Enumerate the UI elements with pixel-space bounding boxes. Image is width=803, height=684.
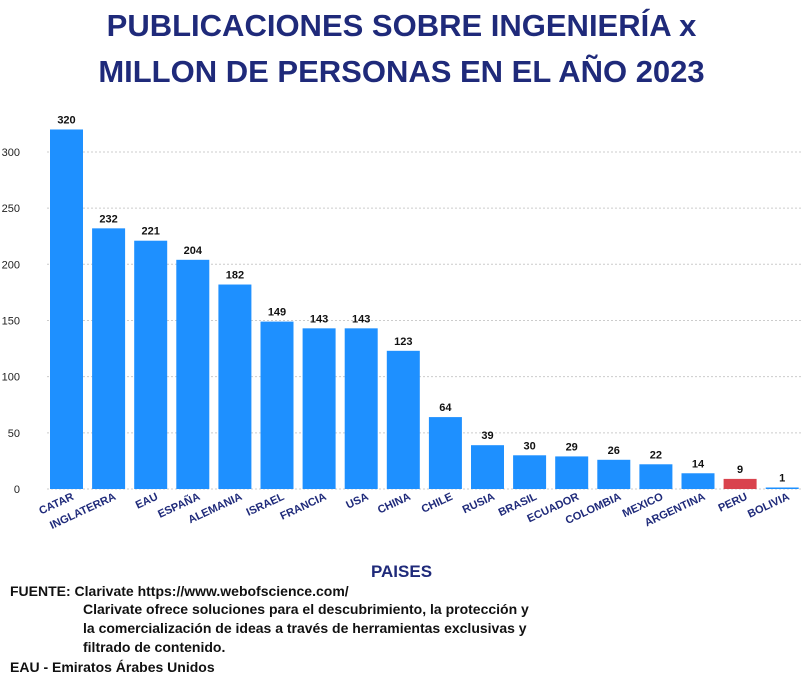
bar-value-label: 9 <box>737 464 743 476</box>
bar-value-label: 143 <box>352 313 370 325</box>
bar <box>723 478 757 489</box>
bar-value-label: 22 <box>650 449 662 461</box>
y-tick-label: 250 <box>2 203 20 215</box>
x-tick-label: PERU <box>717 491 750 515</box>
abbreviation-note: EAU - Emiratos Árabes Unidos <box>10 659 215 675</box>
x-tick-label: CHINA <box>376 491 413 517</box>
bar <box>639 464 673 489</box>
bar-value-label: 30 <box>523 440 535 452</box>
bar <box>513 455 547 489</box>
bar-value-label: 1 <box>779 473 785 485</box>
bar <box>386 350 420 489</box>
y-tick-label: 200 <box>2 259 20 271</box>
source-description-3: filtrado de contenido. <box>83 639 226 655</box>
bar <box>555 456 589 489</box>
bar-value-label: 123 <box>394 336 412 348</box>
x-tick-label: RUSIA <box>461 491 497 516</box>
bar-value-label: 39 <box>481 430 493 442</box>
bar <box>92 228 126 489</box>
bar <box>471 445 504 489</box>
bar-value-label: 29 <box>566 441 578 453</box>
x-tick-label: BOLIVIA <box>746 491 792 521</box>
bar <box>218 284 252 489</box>
x-tick-label: FRANCIA <box>278 491 328 523</box>
y-tick-label: 50 <box>8 428 20 440</box>
bar <box>260 321 294 489</box>
source-description-1: Clarivate ofrece soluciones para el desc… <box>83 601 529 617</box>
bar <box>176 259 210 489</box>
x-axis-label: PAISES <box>370 562 433 581</box>
y-tick-label: 150 <box>2 315 20 327</box>
bar-value-label: 149 <box>268 307 286 319</box>
bar <box>50 129 83 490</box>
bar <box>302 328 336 489</box>
chart-title-line-2: MILLON DE PERSONAS EN EL AÑO 2023 <box>98 54 705 89</box>
bar <box>134 240 168 489</box>
bar <box>428 417 462 489</box>
bar-value-label: 182 <box>226 270 244 282</box>
bar-value-label: 14 <box>692 458 705 470</box>
x-tick-label: EAU <box>134 491 160 512</box>
y-tick-label: 100 <box>2 372 20 384</box>
bar <box>597 459 631 489</box>
y-tick-label: 0 <box>14 484 20 496</box>
bar-value-label: 232 <box>99 213 117 225</box>
bar-value-label: 221 <box>142 226 160 238</box>
bar <box>765 487 799 489</box>
bar-value-label: 204 <box>184 245 203 257</box>
x-tick-label: CHILE <box>420 491 455 516</box>
source-description-2: la comercialización de ideas a través de… <box>83 620 527 636</box>
bar-value-label: 26 <box>608 445 620 457</box>
source-line: FUENTE: Clarivate https://www.webofscien… <box>10 583 349 599</box>
x-tick-label: USA <box>344 491 370 512</box>
bar-value-label: 64 <box>439 402 452 414</box>
bar-value-label: 143 <box>310 313 328 325</box>
y-tick-label: 300 <box>2 147 20 159</box>
bar-chart: 050100150200250300320CATAR232INGLATERRA2… <box>2 114 803 532</box>
chart-title-line-1: PUBLICACIONES SOBRE INGENIERÍA x <box>106 8 697 43</box>
bar <box>681 473 715 489</box>
bar <box>344 328 378 489</box>
bar-value-label: 320 <box>57 114 75 126</box>
